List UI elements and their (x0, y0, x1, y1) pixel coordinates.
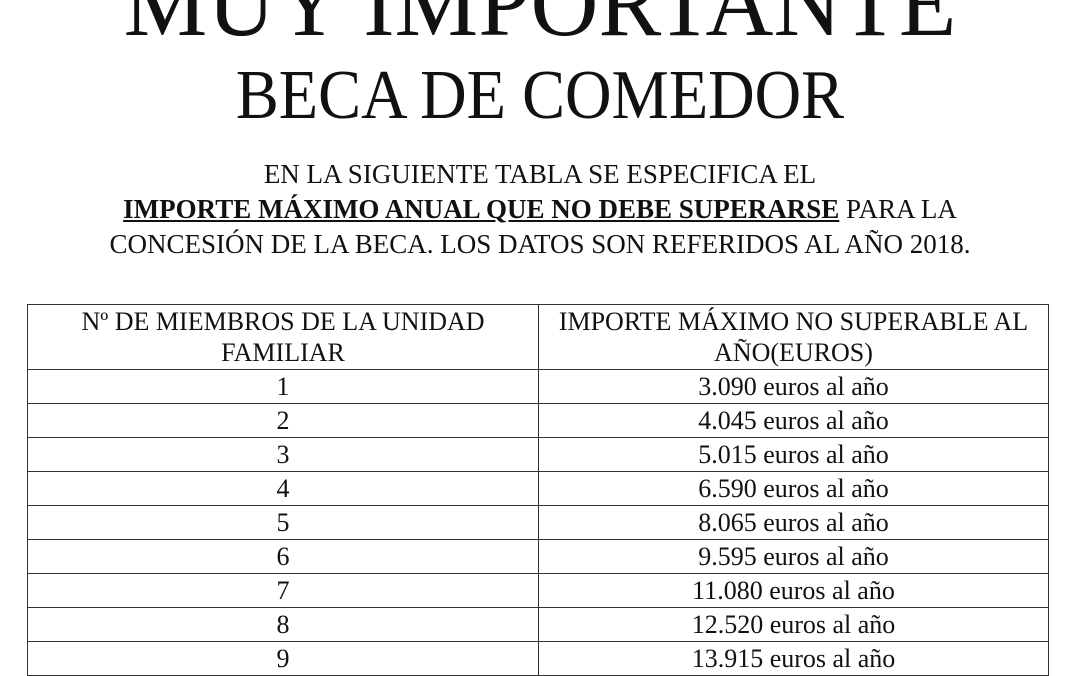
cell-max-amount: 9.595 euros al año (538, 539, 1049, 574)
cell-max-amount: 11.080 euros al año (538, 573, 1049, 608)
cell-max-amount: 4.045 euros al año (538, 403, 1049, 438)
header-members: Nº DE MIEMBROS DE LA UNIDAD FAMILIAR (27, 304, 539, 370)
table-row: 5 8.065 euros al año (27, 505, 1049, 540)
cell-members: 9 (27, 641, 539, 676)
intro-emphasis: IMPORTE MÁXIMO ANUAL QUE NO DEBE SUPERAR… (123, 194, 840, 224)
cell-max-amount: 6.590 euros al año (538, 471, 1049, 506)
table-row: 2 4.045 euros al año (27, 403, 1049, 438)
table-row: 4 6.590 euros al año (27, 471, 1049, 506)
cell-members: 8 (27, 607, 539, 642)
cell-members: 1 (27, 369, 539, 404)
page-subtitle: BECA DE COMEDOR (235, 57, 845, 134)
table-row: 6 9.595 euros al año (27, 539, 1049, 574)
cell-members: 3 (27, 437, 539, 472)
table-row: 9 13.915 euros al año (27, 641, 1049, 676)
header-max-amount: IMPORTE MÁXIMO NO SUPERABLE AL AÑO(EUROS… (538, 304, 1049, 370)
cell-max-amount: 3.090 euros al año (538, 369, 1049, 404)
cell-max-amount: 13.915 euros al año (538, 641, 1049, 676)
table-row: 8 12.520 euros al año (27, 607, 1049, 642)
table-row: 1 3.090 euros al año (27, 369, 1049, 404)
income-threshold-table: Nº DE MIEMBROS DE LA UNIDAD FAMILIAR IMP… (27, 304, 1049, 676)
intro-line-1: EN LA SIGUIENTE TABLA SE ESPECIFICA EL (263, 159, 817, 189)
cell-max-amount: 12.520 euros al año (538, 607, 1049, 642)
cell-members: 4 (27, 471, 539, 506)
table-header-row: Nº DE MIEMBROS DE LA UNIDAD FAMILIAR IMP… (27, 304, 1049, 370)
table-row: 7 11.080 euros al año (27, 573, 1049, 608)
table-row: 3 5.015 euros al año (27, 437, 1049, 472)
cell-members: 5 (27, 505, 539, 540)
cell-members: 2 (27, 403, 539, 438)
cell-members: 7 (27, 573, 539, 608)
cell-max-amount: 5.015 euros al año (538, 437, 1049, 472)
intro-line-2-rest: PARA LA (839, 194, 957, 224)
intro-line-3: CONCESIÓN DE LA BECA. LOS DATOS SON REFE… (109, 229, 971, 259)
page-title: MUY IMPORTANTE (123, 0, 957, 56)
intro-text: EN LA SIGUIENTE TABLA SE ESPECIFICA EL I… (0, 157, 1080, 262)
cell-max-amount: 8.065 euros al año (538, 505, 1049, 540)
intro-line-2: IMPORTE MÁXIMO ANUAL QUE NO DEBE SUPERAR… (0, 192, 1080, 227)
cell-members: 6 (27, 539, 539, 574)
